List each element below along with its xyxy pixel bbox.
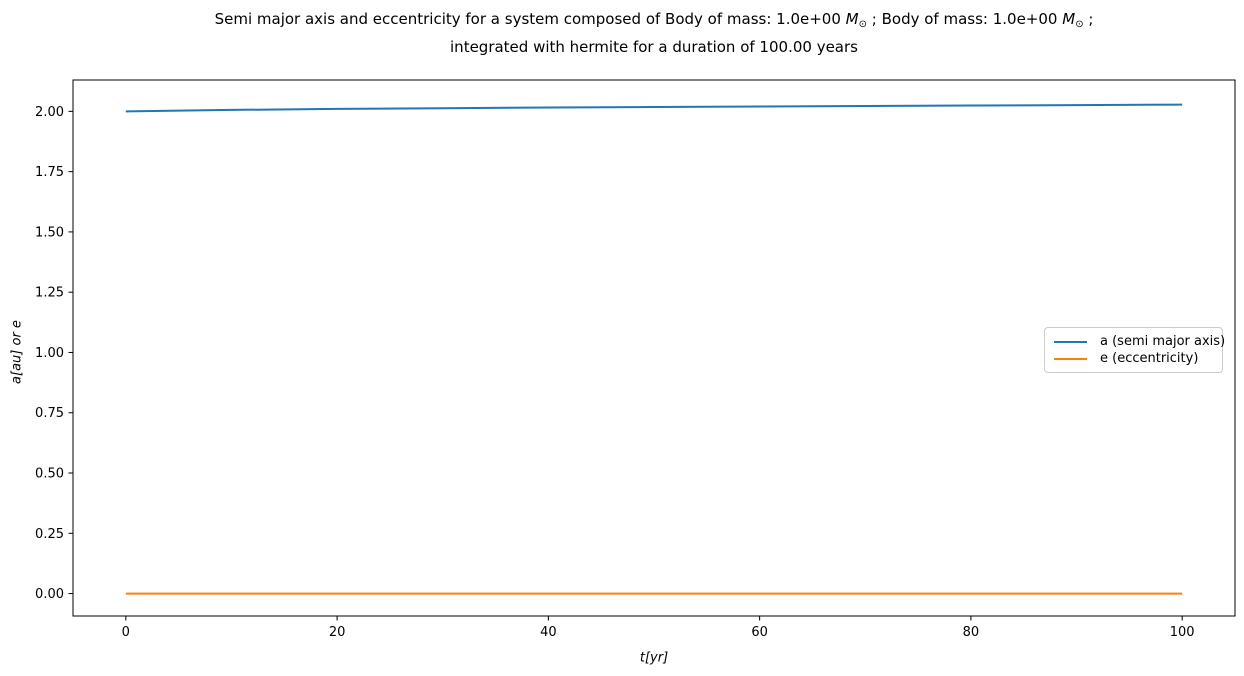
- y-axis-label: a[au] or e: [9, 320, 25, 384]
- x-tick-label: 40: [540, 625, 557, 640]
- y-tick-label: 1.50: [35, 225, 64, 240]
- chart-title-line1: Semi major axis and eccentricity for a s…: [214, 10, 1094, 30]
- x-tick-label: 20: [329, 625, 346, 640]
- y-tick-label: 0.00: [35, 587, 64, 602]
- x-tick-label: 0: [122, 625, 130, 640]
- legend-label-e: e (eccentricity): [1100, 351, 1199, 366]
- legend-item-semi-major-axis: a (semi major axis): [1054, 333, 1225, 350]
- y-tick-label: 1.00: [35, 346, 64, 361]
- y-tick-label: 0.75: [35, 406, 64, 421]
- y-tick-label: 0.25: [35, 527, 64, 542]
- x-tick-label: 100: [1170, 625, 1195, 640]
- y-tick-label: 2.00: [35, 105, 64, 120]
- y-tick-label: 0.50: [35, 467, 64, 482]
- legend-line-swatch-a: [1054, 340, 1087, 343]
- axes-frame: [72, 79, 1236, 617]
- y-tick-label: 1.75: [35, 165, 64, 180]
- legend: a (semi major axis) e (eccentricity): [1044, 327, 1225, 373]
- y-tick-label: 1.25: [35, 286, 64, 301]
- series-line-a: [125, 103, 1183, 113]
- chart-title: Semi major axis and eccentricity for a s…: [104, 8, 1204, 58]
- x-axis-label: t[yr]: [639, 650, 669, 666]
- legend-line-swatch-e: [1054, 357, 1087, 360]
- legend-label-a: a (semi major axis): [1100, 334, 1226, 349]
- chart-title-line2: integrated with hermite for a duration o…: [450, 38, 858, 56]
- x-tick-label: 80: [963, 625, 980, 640]
- x-tick-label: 60: [751, 625, 768, 640]
- legend-item-eccentricity: e (eccentricity): [1054, 350, 1214, 367]
